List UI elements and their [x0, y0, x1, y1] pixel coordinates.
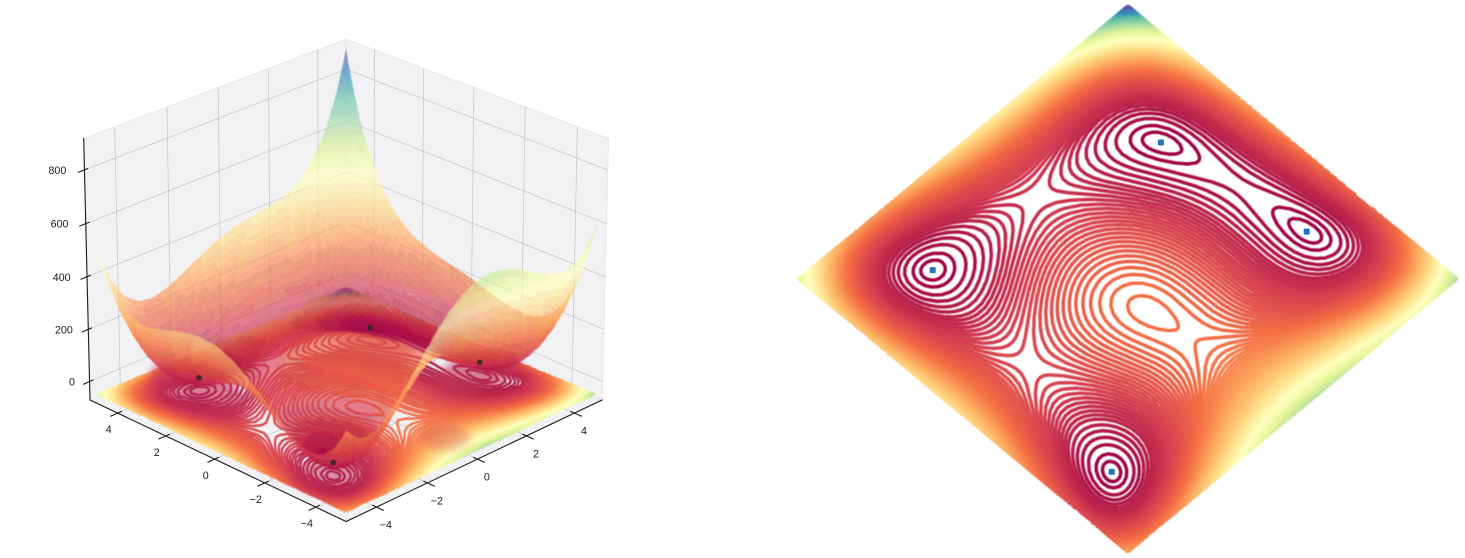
svg-text:0: 0: [484, 472, 490, 484]
svg-text:0: 0: [69, 377, 75, 389]
svg-text:−4: −4: [301, 518, 313, 530]
svg-text:2: 2: [533, 448, 539, 460]
svg-text:−2: −2: [431, 495, 443, 507]
svg-text:400: 400: [53, 272, 71, 284]
svg-text:0: 0: [203, 470, 209, 482]
svg-text:200: 200: [55, 325, 73, 337]
svg-text:−2: −2: [250, 494, 262, 506]
svg-text:600: 600: [51, 219, 69, 231]
svg-text:−4: −4: [380, 520, 392, 532]
svg-text:4: 4: [106, 424, 112, 436]
svg-text:800: 800: [48, 165, 66, 177]
svg-text:4: 4: [581, 426, 587, 438]
svg-text:2: 2: [154, 447, 160, 459]
